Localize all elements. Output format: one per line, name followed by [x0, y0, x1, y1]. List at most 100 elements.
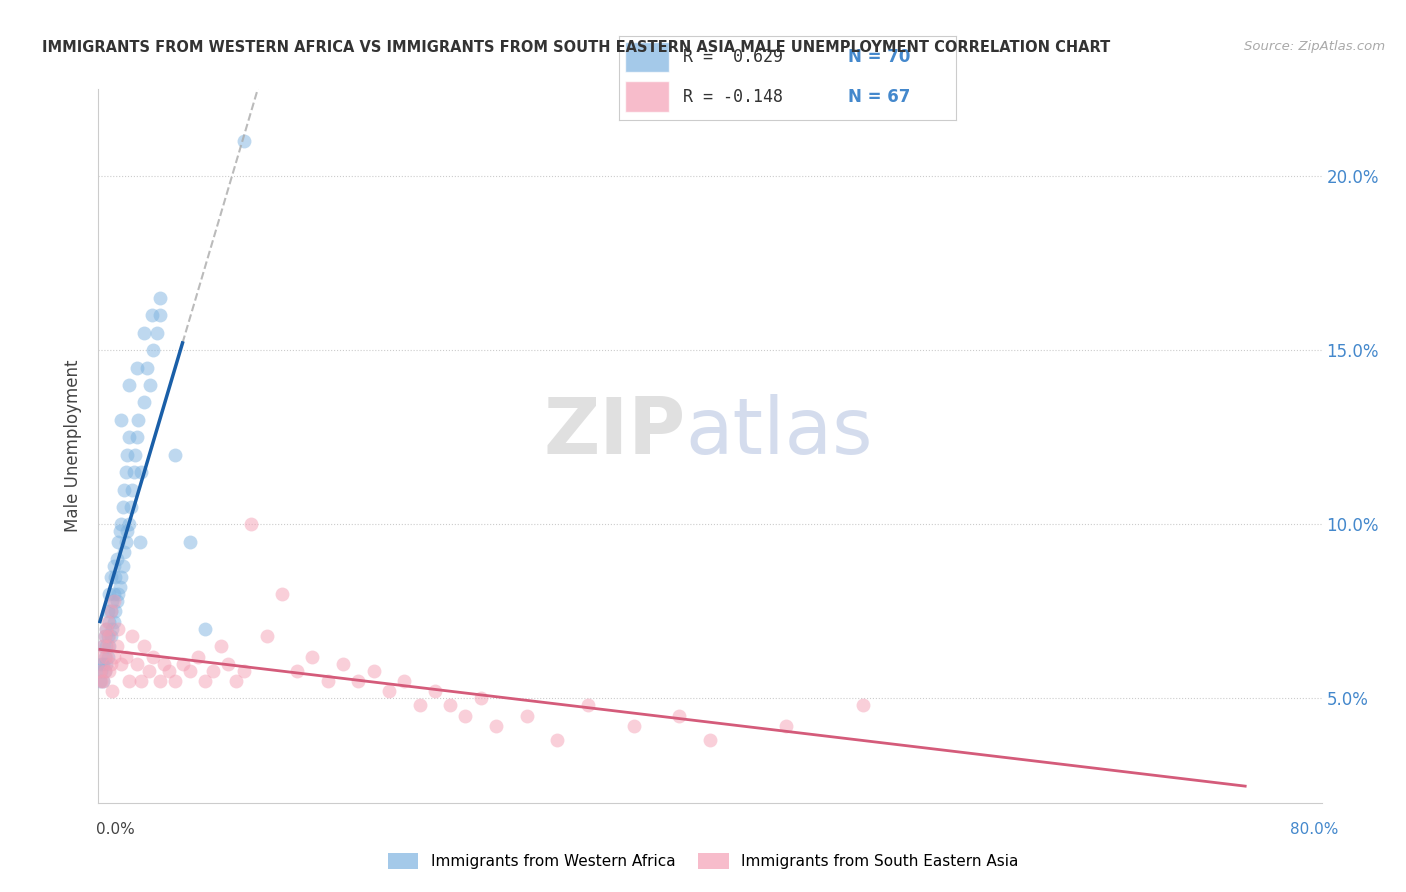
Point [91, 657, 114, 671]
Point [124, 448, 146, 462]
Point [316, 673, 339, 688]
Point [852, 698, 875, 713]
Point [98, 587, 121, 601]
Point [97, 604, 120, 618]
Bar [626, 81, 669, 112]
Point [142, 343, 165, 358]
Point [103, 559, 125, 574]
Point [363, 664, 385, 678]
Point [100, 657, 122, 671]
Point [111, 500, 134, 514]
Point [104, 604, 127, 618]
Bar [626, 42, 669, 72]
Point [157, 664, 180, 678]
Point [115, 465, 138, 479]
Point [125, 360, 148, 375]
Point [125, 430, 148, 444]
Point [97, 649, 120, 664]
Point [187, 649, 209, 664]
Text: ZIP: ZIP [543, 393, 686, 470]
Point [100, 604, 122, 618]
Point [112, 483, 135, 497]
Point [139, 378, 162, 392]
Point [91, 673, 114, 688]
Point [194, 673, 217, 688]
Point [121, 629, 143, 643]
Point [163, 448, 186, 462]
Point [117, 524, 139, 539]
Point [91, 639, 114, 653]
Point [90, 649, 112, 664]
Point [149, 673, 172, 688]
Point [225, 673, 247, 688]
Point [240, 517, 263, 532]
Point [93, 649, 115, 664]
Y-axis label: Male Unemployment: Male Unemployment [65, 359, 83, 533]
Point [439, 698, 461, 713]
Point [93, 664, 115, 678]
Text: R = -0.148: R = -0.148 [683, 87, 783, 105]
Point [129, 673, 152, 688]
Point [94, 657, 117, 671]
Point [105, 594, 128, 608]
Point [485, 719, 508, 733]
Point [90, 673, 112, 688]
Point [101, 594, 124, 608]
Point [122, 465, 145, 479]
Point [93, 629, 115, 643]
Point [209, 639, 232, 653]
Point [93, 664, 115, 678]
Point [107, 587, 129, 601]
Point [98, 615, 121, 629]
Point [128, 534, 150, 549]
Point [90, 657, 112, 671]
Point [392, 673, 416, 688]
Point [145, 326, 167, 340]
Point [91, 639, 114, 653]
Text: R =  0.629: R = 0.629 [683, 48, 783, 66]
Point [97, 615, 120, 629]
Point [100, 604, 122, 618]
Point [105, 639, 128, 653]
Point [138, 664, 160, 678]
Point [423, 684, 446, 698]
Point [153, 657, 176, 671]
Point [232, 135, 254, 149]
Point [89, 673, 111, 688]
Text: IMMIGRANTS FROM WESTERN AFRICA VS IMMIGRANTS FROM SOUTH EASTERN ASIA MALE UNEMPL: IMMIGRANTS FROM WESTERN AFRICA VS IMMIGR… [42, 40, 1111, 55]
Point [100, 569, 122, 583]
Point [94, 649, 117, 664]
Point [576, 698, 599, 713]
Point [94, 639, 117, 653]
Point [98, 629, 121, 643]
Point [142, 649, 165, 664]
Point [149, 309, 172, 323]
Point [103, 615, 125, 629]
Text: atlas: atlas [686, 393, 873, 470]
Point [118, 673, 141, 688]
Point [136, 360, 159, 375]
Point [110, 413, 132, 427]
Point [270, 587, 292, 601]
Point [108, 524, 131, 539]
Point [149, 291, 172, 305]
Point [301, 649, 323, 664]
Point [104, 569, 127, 583]
Point [516, 708, 538, 723]
Point [100, 629, 122, 643]
Point [112, 545, 135, 559]
Point [110, 569, 132, 583]
Point [103, 594, 125, 608]
Point [108, 580, 131, 594]
Point [98, 639, 121, 653]
Point [91, 673, 114, 688]
Point [378, 684, 401, 698]
Text: N = 67: N = 67 [848, 87, 911, 105]
Point [623, 719, 645, 733]
Point [120, 500, 142, 514]
Text: N = 70: N = 70 [848, 48, 911, 66]
Point [668, 708, 690, 723]
Point [699, 733, 721, 747]
Point [134, 639, 156, 653]
Point [256, 629, 278, 643]
